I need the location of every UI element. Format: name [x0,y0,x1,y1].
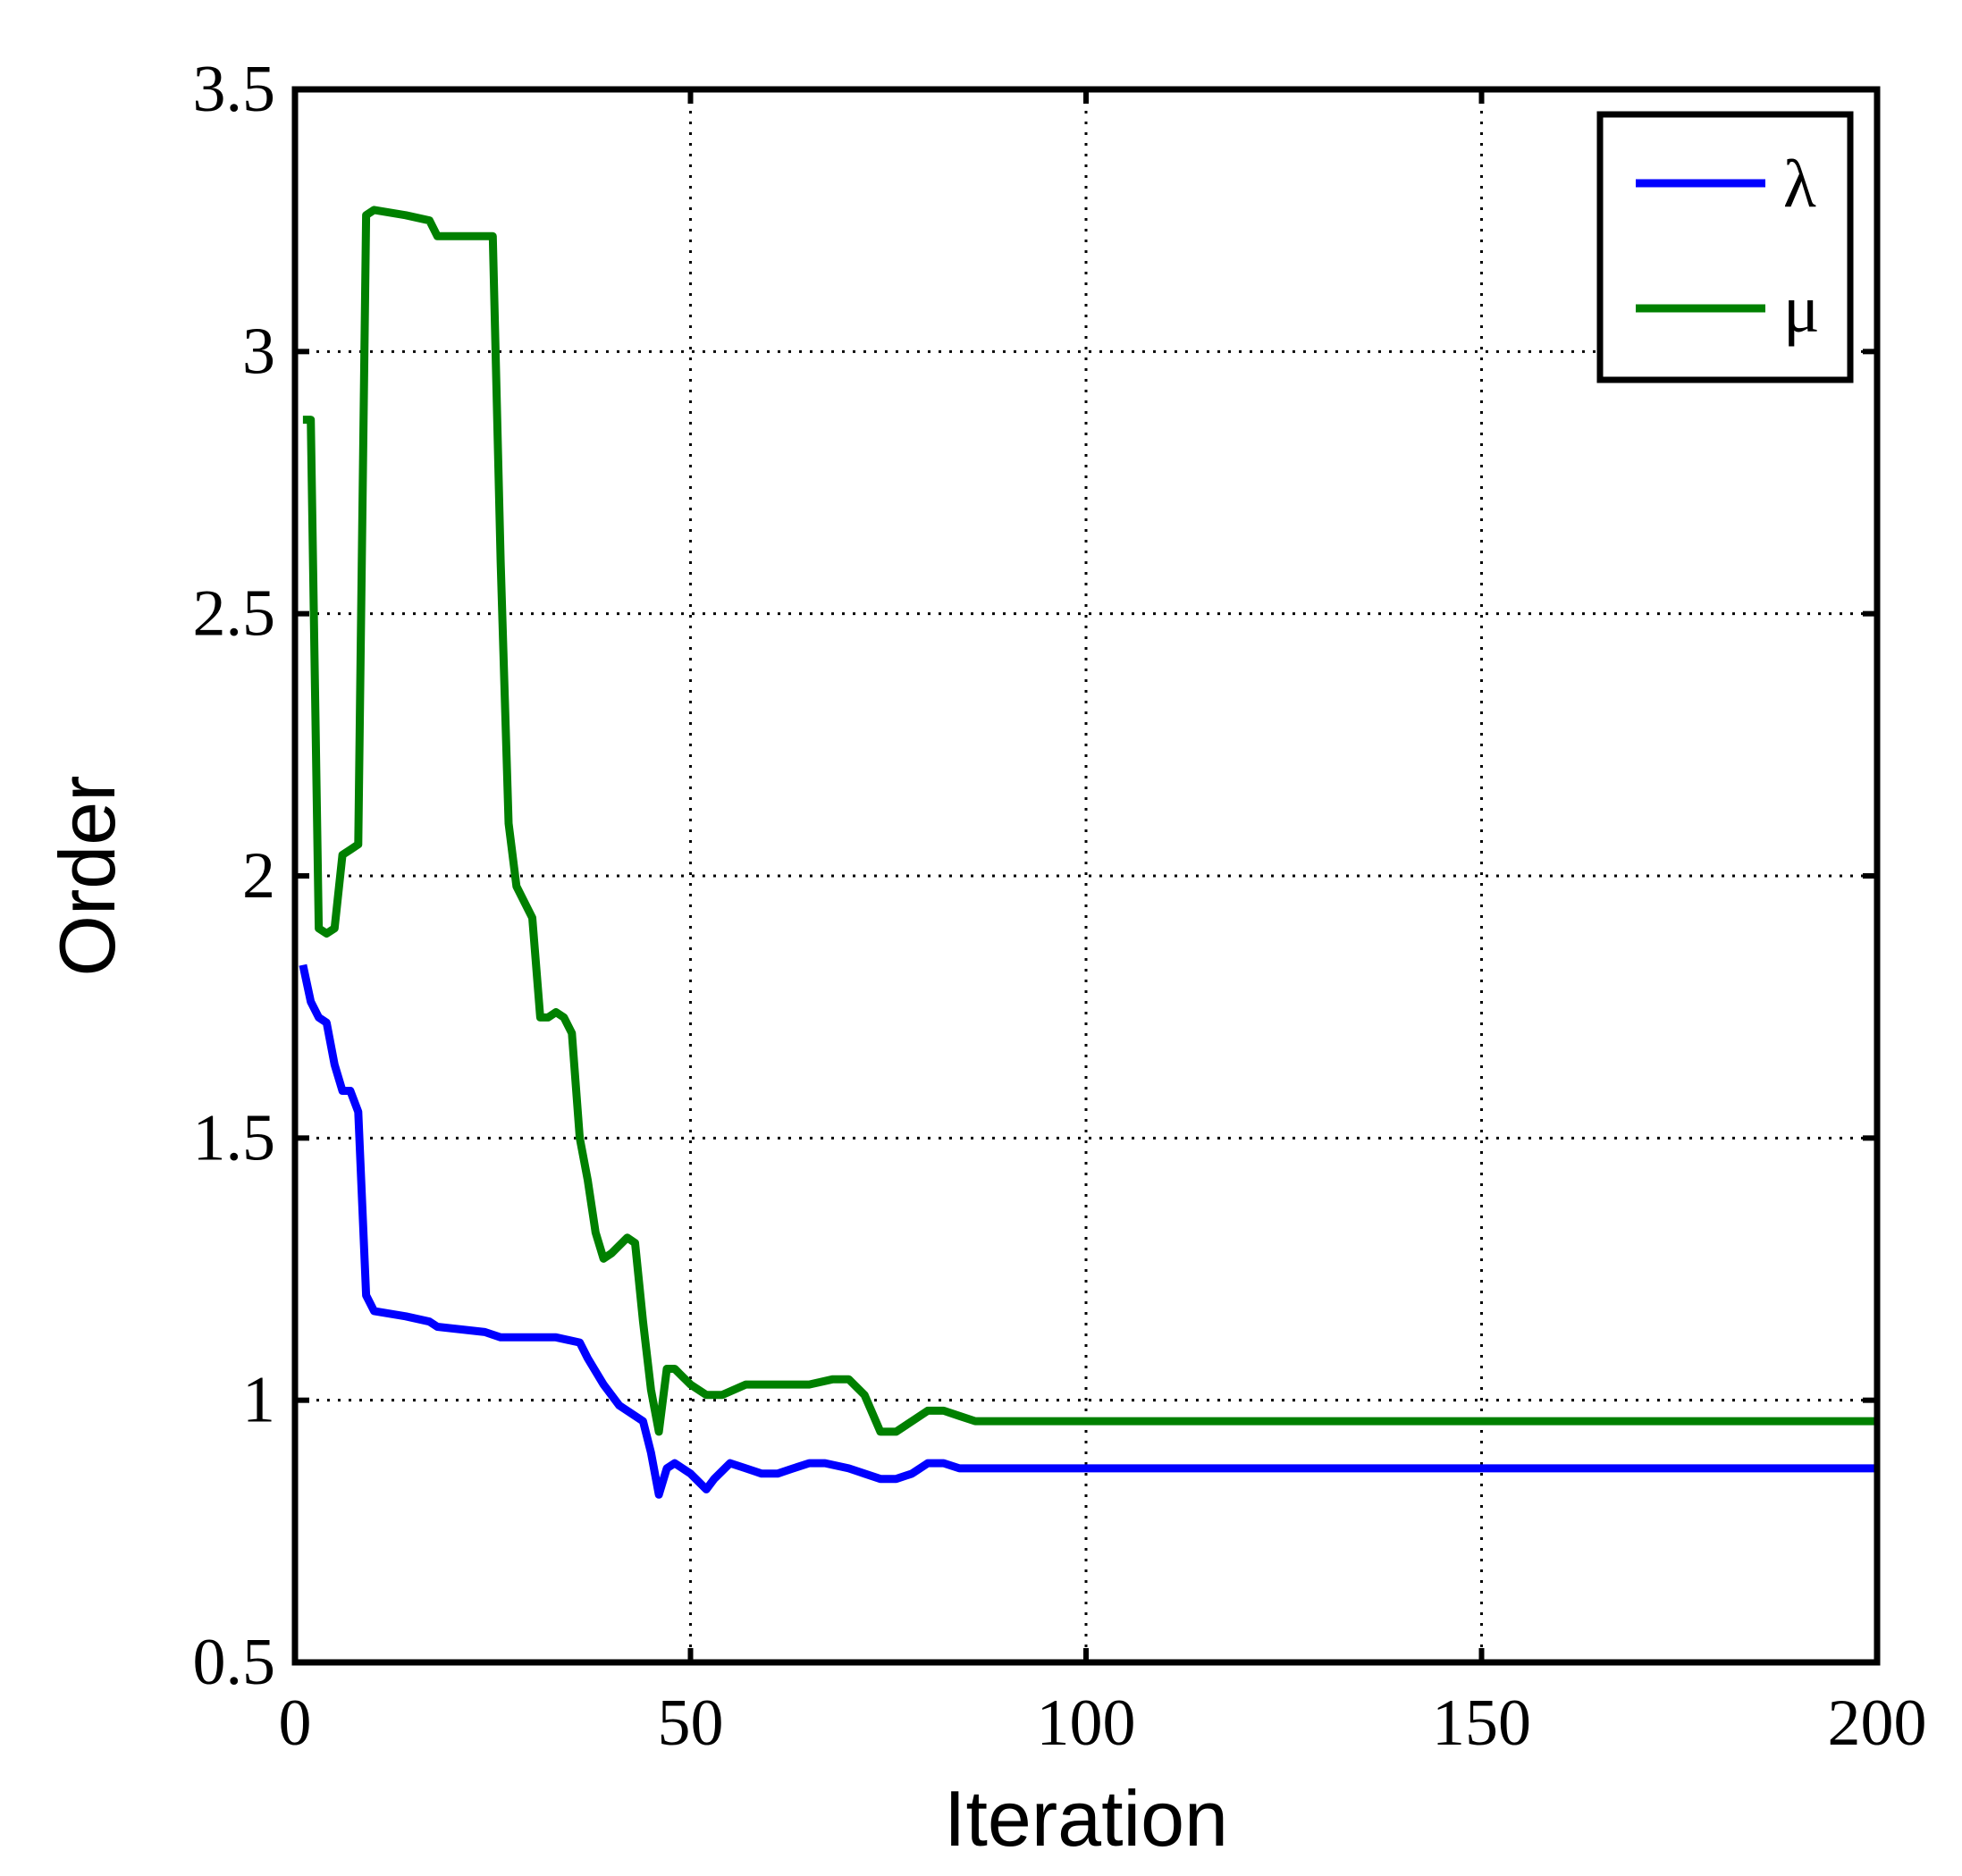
legend-label-lambda: λ [1783,147,1816,222]
legend: λ μ [1596,111,1854,383]
series-layer [299,206,1877,1499]
tick-labels: 0 50 100 150 200 0.5 1 1.5 2 2.5 3 3.5 [193,53,1927,1760]
series-line-lambda [299,963,1877,1499]
tick-marks [292,87,1880,1665]
legend-label-mu: μ [1783,272,1820,347]
grid-lines [295,89,1877,1662]
y-tick-label: 1.5 [193,1101,276,1174]
y-tick-label: 3 [242,315,275,388]
x-axis-label: Iteration [944,1774,1228,1863]
x-tick-label: 200 [1828,1687,1927,1760]
y-tick-label: 2.5 [193,577,276,651]
y-tick-label: 0.5 [193,1626,276,1699]
x-tick-label: 150 [1432,1687,1531,1760]
x-tick-label: 100 [1037,1687,1136,1760]
legend-box [1596,111,1854,383]
y-tick-label: 3.5 [193,53,276,126]
y-tick-label: 2 [242,839,275,913]
x-tick-label: 50 [658,1687,724,1760]
series-line-mu [302,206,1877,1436]
y-axis-label: Order [43,776,131,977]
x-tick-label: 0 [279,1687,312,1760]
y-tick-label: 1 [242,1364,275,1437]
